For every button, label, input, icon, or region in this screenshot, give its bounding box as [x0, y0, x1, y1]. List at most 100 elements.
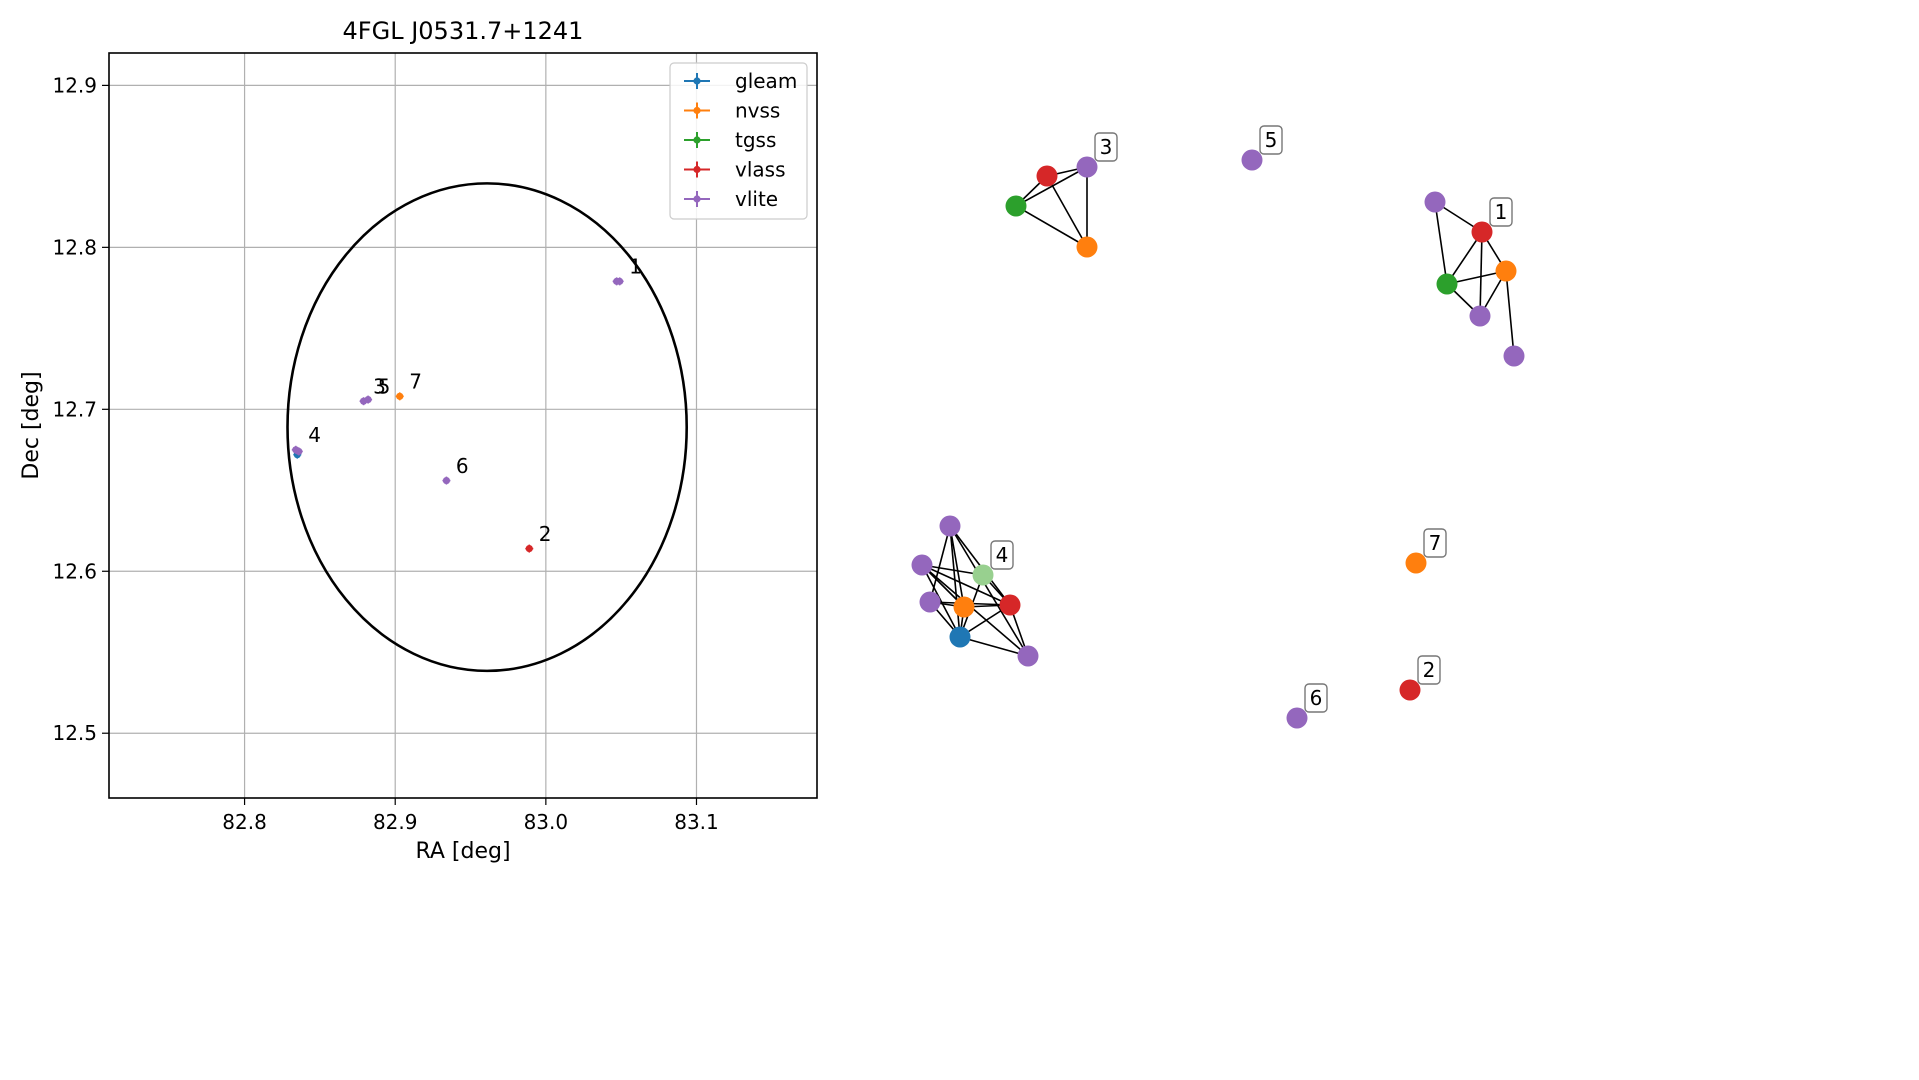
node-label-box [1304, 683, 1328, 713]
ticks-layer: 82.8 82.9 83.0 83.1 12.5 12.6 12.7 12.8 12.9 [52, 73, 718, 834]
legend-entry-tgss: tgss [684, 128, 776, 152]
graph-node [1495, 260, 1517, 282]
legend-entry-nvss: nvss [684, 99, 780, 123]
graph-node [1424, 191, 1446, 213]
graph-edge [921, 564, 1011, 606]
node-label: 2 [1417, 655, 1441, 685]
legend-entry-vlite: vlite [684, 187, 778, 211]
legend-label: tgss [735, 128, 776, 152]
annotation-layer: 1 35 7 4 6 2 [308, 255, 642, 546]
graph-node [1017, 645, 1039, 667]
legend-entry-vlass: vlass [684, 158, 786, 182]
graph-edge [1479, 231, 1483, 317]
data-point-vlite [615, 277, 624, 286]
graph-node [972, 564, 994, 586]
graph-edge [1015, 166, 1088, 207]
x-tick-label: 82.9 [373, 810, 418, 834]
node-label-box [1259, 125, 1283, 155]
graph-node [911, 554, 933, 576]
graph-node [1405, 552, 1427, 574]
graph-edge [1046, 175, 1088, 248]
y-tick-label: 12.8 [52, 235, 97, 259]
data-point-vlite [364, 395, 373, 404]
node-label-box [1094, 132, 1118, 162]
legend-box [669, 62, 808, 220]
graph-node [1076, 156, 1098, 178]
legend-label: vlite [735, 187, 778, 211]
graph-node [1469, 305, 1491, 327]
node-label-box [1489, 197, 1513, 227]
scatter-panel: 1 35 7 4 6 2 82.8 82.9 83.0 83.1 12.5 12.6 12.7 12.8… [19, 17, 818, 864]
graph-edge [1015, 205, 1088, 248]
edge-layer [921, 166, 1515, 657]
node-label-text: 4 [996, 543, 1009, 567]
graph-node [1471, 221, 1493, 243]
graph-edge [949, 525, 961, 638]
legend-label: nvss [735, 99, 780, 123]
graph-node [1036, 165, 1058, 187]
graph-node [1503, 345, 1525, 367]
point-annotation: 7 [409, 370, 422, 394]
legend-label: gleam [735, 69, 797, 93]
data-point-nvss [395, 392, 404, 401]
point-annotation: 5 [378, 375, 391, 399]
graph-edge [949, 525, 1029, 657]
graph-edge [959, 636, 1029, 657]
y-tick-label: 12.9 [52, 73, 97, 97]
graph-node [919, 591, 941, 613]
node-label-text: 3 [1100, 135, 1113, 159]
graph-edge [949, 525, 965, 608]
x-axis-label: RA [deg] [415, 839, 510, 864]
graph-edge [921, 564, 1029, 657]
x-tick-label: 83.1 [674, 810, 719, 834]
graph-node [1436, 273, 1458, 295]
node-label-text: 1 [1495, 200, 1508, 224]
y-tick-label: 12.7 [52, 397, 97, 421]
node-label-box [1423, 528, 1447, 558]
legend: gleam nvss tgss vlass vlite [669, 62, 808, 220]
graph-edge [1505, 270, 1515, 357]
graph-node [1076, 236, 1098, 258]
chart-title: 4FGL J0531.7+1241 [343, 17, 584, 45]
y-tick-label: 12.5 [52, 721, 97, 745]
graph-edge [929, 525, 951, 603]
node-label-text: 2 [1423, 658, 1436, 682]
graph-node [1399, 679, 1421, 701]
node-label: 6 [1304, 683, 1328, 713]
node-label: 7 [1423, 528, 1447, 558]
x-tick-label: 83.0 [524, 810, 569, 834]
node-label: 3 [1094, 132, 1118, 162]
node-label: 5 [1259, 125, 1283, 155]
point-annotation: 1 [629, 255, 642, 279]
point-annotation: 6 [456, 454, 469, 478]
point-annotation: 2 [539, 522, 552, 546]
network-panel: 3 5 1 4 7 2 6 [911, 125, 1525, 729]
node-label-box [990, 540, 1014, 570]
legend-entry-gleam: gleam [684, 69, 797, 93]
node-label-layer: 3 5 1 4 7 2 6 [990, 125, 1513, 713]
graph-node [939, 515, 961, 537]
node-layer [911, 149, 1525, 729]
graph-edge [1434, 201, 1448, 285]
point-annotation: 3 [373, 375, 386, 399]
graph-node [999, 594, 1021, 616]
x-tick-label: 82.8 [222, 810, 267, 834]
graph-node [1286, 707, 1308, 729]
y-axis-label: Dec [deg] [19, 371, 44, 479]
data-point-vlite [442, 476, 451, 485]
points-layer [291, 277, 624, 553]
node-label-text: 6 [1310, 686, 1323, 710]
legend-label: vlass [735, 158, 786, 182]
graph-node [1005, 195, 1027, 217]
node-label: 4 [990, 540, 1014, 570]
plot-frame [108, 52, 818, 799]
y-tick-label: 12.6 [52, 559, 97, 583]
node-label-box [1417, 655, 1441, 685]
graph-node [953, 596, 975, 618]
node-label-text: 5 [1265, 128, 1278, 152]
ellipse-layer [286, 182, 688, 673]
graph-node [949, 626, 971, 648]
graph-node [1241, 149, 1263, 171]
data-point-vlass [525, 544, 534, 553]
